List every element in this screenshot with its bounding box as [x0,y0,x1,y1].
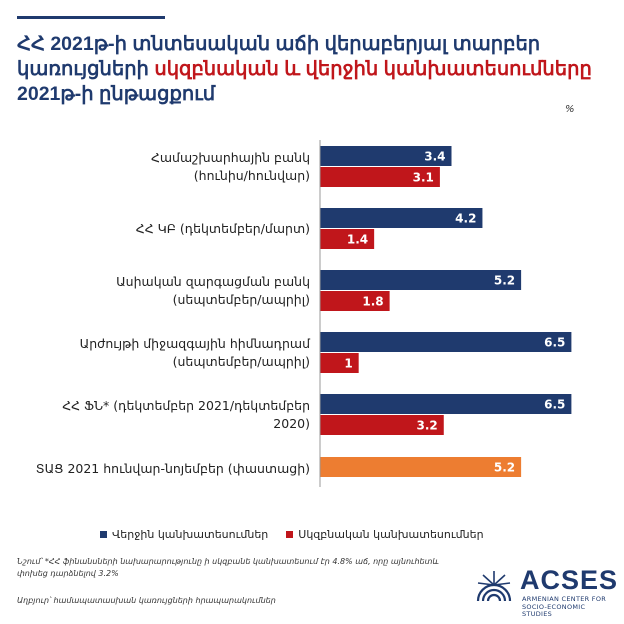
legend-swatch-initial [286,531,294,538]
category-label: ՏԱՑ 2021 հունվար-նոյեմբեր (փաստացի) [36,461,310,476]
legend-label-initial: Սկզբնական կանխատեսումներ [298,528,484,541]
chart-title: ՀՀ 2021թ-ի տնտեսական աճի վերաբերյալ տարբ… [17,32,607,107]
data-label: 1.8 [362,295,383,309]
category-label: (սեպտեմբեր/ապրիլ) [173,354,310,369]
data-label: 3.4 [424,150,445,164]
legend-item-initial: Սկզբնական կանխատեսումներ [286,528,484,541]
source-note: Աղբյուր՝ համապատասխան կառույցների հրապար… [17,596,276,605]
title-highlight: սկզբնական և վերջին կանխատեսումները [154,58,592,80]
bar [320,457,522,477]
data-label: 5.2 [494,461,515,475]
bar-chart: Համաշխարհային բանկ (հունիս/հունվար) ՀՀ ԿԲ … [36,140,572,487]
legend-label-final: Վերջին կանխատեսումներ [112,528,269,541]
legend-swatch-final [100,531,107,538]
data-label: 5.2 [494,274,515,288]
data-label: 6.5 [544,398,565,412]
bar [320,332,572,352]
bar [320,167,440,187]
bar [320,353,359,373]
bar [320,415,444,435]
title-rule [17,16,165,19]
title-part2: 2021թ-ի ընթացքում [17,83,216,105]
footnote: Նշում՝ *ՀՀ ֆինանսների նախարարությունը ի … [17,557,439,578]
logo-name: ACSES [520,565,619,595]
bar [320,208,483,228]
acses-logo: ACSES ARMENIAN CENTER FOR SOCIO-ECONOMIC… [474,565,617,618]
data-label: 4.2 [455,212,476,226]
logo-sub-line1: ARMENIAN CENTER FOR [522,595,607,603]
data-label: 6.5 [544,336,565,350]
data-label: 1 [344,357,352,371]
acses-logo-icon [476,571,512,602]
unit-label: % [565,104,575,115]
bar [320,394,572,414]
data-label: 3.1 [413,171,434,185]
title-part1: ՀՀ 2021թ-ի տնտեսական աճի վերաբերյալ տարբ… [17,33,541,80]
data-label: 1.4 [347,233,368,247]
logo-sub-line2: SOCIO-ECONOMIC STUDIES [522,602,586,618]
category-label: Արժույթի միջազգային հիմնադրամ [80,336,311,351]
category-label: 2020) [273,416,310,431]
data-label: 3.2 [416,419,437,433]
logo-subtitle: ARMENIAN CENTER FOR SOCIO-ECONOMIC STUDI… [522,595,614,619]
category-label: (սեպտեմբեր/ապրիլ) [173,292,310,307]
category-label: ՀՀ ԿԲ (դեկտեմբեր/մարտ) [136,221,310,236]
category-label: (հունիս/հունվար) [194,168,310,183]
bar [320,270,522,290]
category-label: Համաշխարհային բանկ [151,150,310,165]
bar [320,291,390,311]
category-label: Ասիական զարգացման բանկ [116,274,310,289]
bar [320,146,452,166]
legend-item-final: Վերջին կանխատեսումներ [100,528,268,541]
bar [320,229,375,249]
legend: Վերջին կանխատեսումներ Սկզբնական կանխատես… [100,528,484,541]
category-label: ՀՀ ՖՆ* (դեկտեմբեր 2021/դեկտեմբեր [62,398,310,413]
